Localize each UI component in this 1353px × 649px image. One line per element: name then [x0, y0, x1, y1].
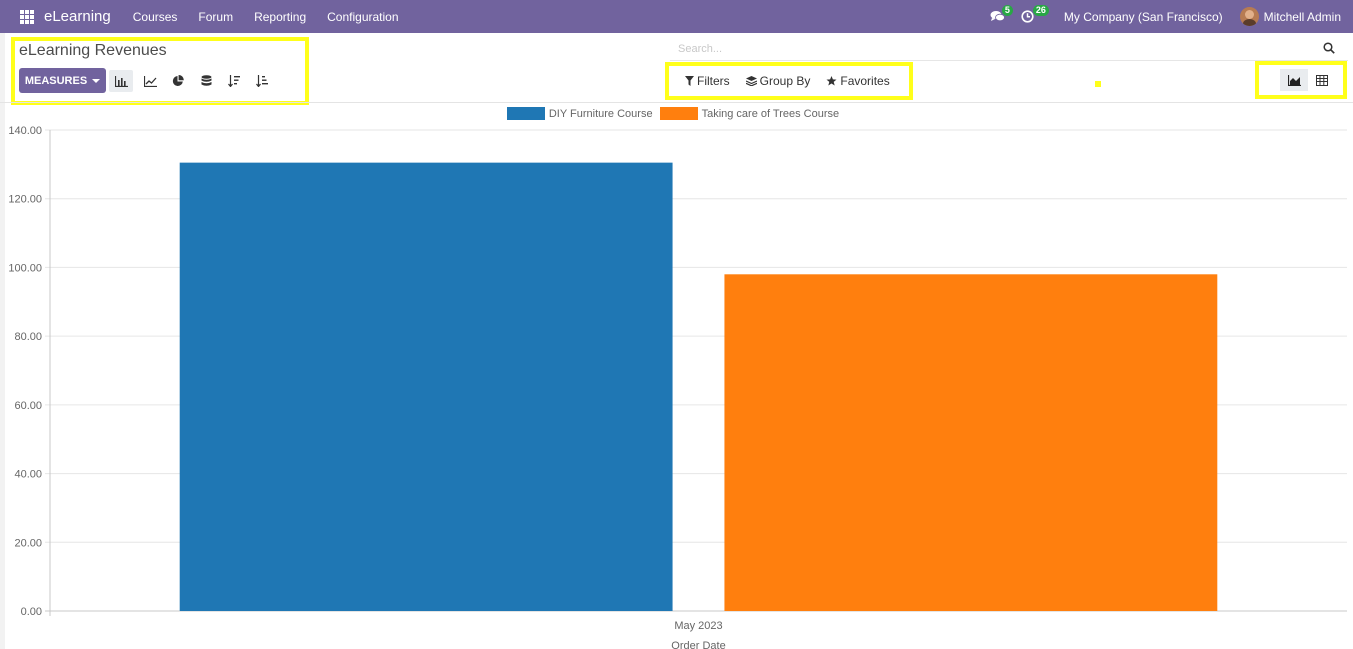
y-tick-label: 20.00 [14, 537, 42, 549]
chat-icon [990, 11, 1005, 22]
group-by-label: Group By [759, 74, 811, 88]
legend-item-diy-furniture[interactable]: DIY Furniture Course [506, 107, 653, 120]
activities-button[interactable]: 26 [1021, 0, 1049, 33]
avatar [1239, 7, 1259, 26]
apps-menu-icon[interactable] [20, 9, 34, 24]
x-tick-label: May 2023 [674, 620, 722, 632]
y-tick-label: 60.00 [14, 400, 42, 412]
stacked-icon [201, 75, 211, 86]
filters-button[interactable]: Filters [685, 74, 730, 88]
search-button[interactable] [1323, 41, 1335, 59]
bar-chart: 0.00 20.00 40.00 60.00 80.00 100.00 120.00 140.… [8, 125, 1347, 649]
bar-chart-button[interactable] [109, 70, 133, 92]
bar-chart-icon [114, 75, 128, 87]
x-axis-label: Order Date [671, 640, 725, 649]
sort-ascending-button[interactable] [250, 70, 274, 92]
measures-label: MEASURES [24, 74, 88, 87]
clock-icon [1021, 10, 1034, 23]
favorites-button[interactable]: Favorites [826, 74, 890, 88]
highlight-box-search-options: Filters Group By Favorites [665, 62, 913, 100]
bar [179, 162, 673, 611]
menu-configuration[interactable]: Configuration [327, 9, 399, 24]
navbar-systray: 5 26 My Company (San Francisco) Mitchell… [990, 0, 1353, 33]
sort-ascending-icon [256, 75, 268, 87]
pie-chart-icon [172, 75, 184, 86]
star-icon [826, 76, 837, 86]
favorites-label: Favorites [840, 74, 890, 88]
line-chart-button[interactable] [138, 70, 162, 92]
menu-forum[interactable]: Forum [198, 9, 234, 24]
group-by-button[interactable]: Group By [745, 74, 811, 88]
bar [724, 274, 1218, 611]
messages-badge: 5 [1001, 5, 1013, 16]
legend-label: Taking care of Trees Course [701, 107, 840, 120]
graph-view-button[interactable] [1280, 69, 1308, 91]
messages-button[interactable]: 5 [990, 0, 1013, 33]
control-panel-divider [0, 102, 1353, 103]
y-tick-label: 140.00 [8, 125, 42, 137]
left-edge-strip [0, 33, 5, 649]
line-chart-icon [143, 75, 157, 87]
measures-button[interactable]: MEASURES [19, 68, 106, 93]
highlight-box-title-tools [11, 37, 309, 105]
app-brand[interactable]: eLearning [44, 8, 111, 25]
graph-view-icon [1287, 74, 1301, 86]
user-name: Mitchell Admin [1263, 9, 1341, 24]
pivot-view-icon [1316, 74, 1328, 86]
menu-courses[interactable]: Courses [132, 9, 178, 24]
caret-down-icon [92, 78, 101, 83]
filter-icon [685, 76, 694, 86]
legend-swatch [659, 107, 698, 120]
sort-descending-icon [228, 75, 240, 87]
legend-swatch [506, 107, 545, 120]
y-tick-label: 100.00 [8, 262, 42, 274]
highlight-dot [1095, 81, 1101, 87]
filters-label: Filters [697, 74, 730, 88]
search-underline [670, 60, 1348, 61]
y-tick-label: 0.00 [21, 606, 42, 618]
page-title: eLearning Revenues [19, 42, 167, 59]
top-navbar: eLearning Courses Forum Reporting Config… [0, 0, 1353, 33]
legend-label: DIY Furniture Course [548, 107, 653, 120]
y-tick-label: 80.00 [14, 331, 42, 343]
search-icon [1323, 42, 1335, 54]
menu-reporting[interactable]: Reporting [254, 9, 307, 24]
user-menu[interactable]: Mitchell Admin [1239, 7, 1341, 26]
sort-descending-button[interactable] [222, 70, 246, 92]
chart-legend: DIY Furniture Course Taking care of Tree… [0, 107, 1353, 120]
y-tick-label: 120.00 [8, 194, 42, 206]
highlight-box-view-switcher [1255, 61, 1347, 99]
search-input[interactable]: Search... [678, 43, 723, 55]
layers-icon [745, 76, 757, 86]
activities-badge: 26 [1032, 5, 1049, 16]
y-tick-label: 40.00 [14, 469, 42, 481]
company-switcher[interactable]: My Company (San Francisco) [1063, 9, 1223, 24]
pie-chart-button[interactable] [166, 70, 190, 92]
stacked-button[interactable] [194, 70, 218, 92]
legend-item-trees-course[interactable]: Taking care of Trees Course [659, 107, 840, 120]
pivot-view-button[interactable] [1308, 69, 1336, 91]
